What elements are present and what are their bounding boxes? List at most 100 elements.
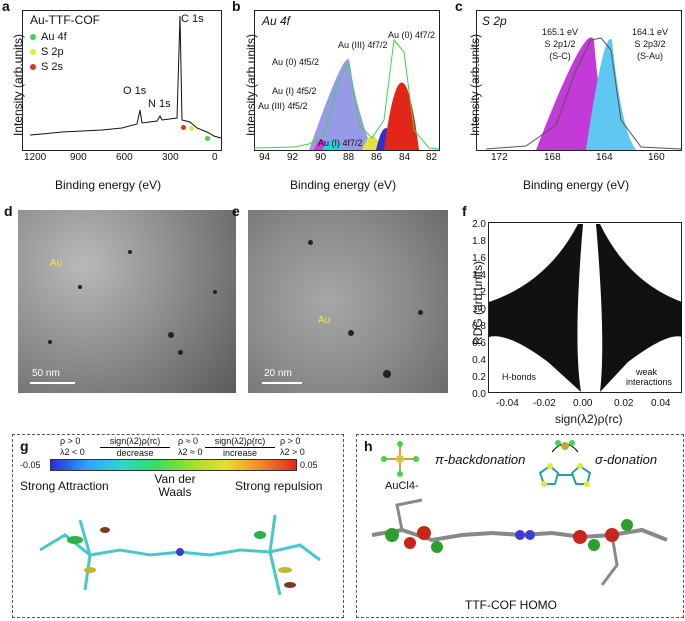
panel-g-vdw-1: Van der — [154, 472, 196, 486]
panel-f-xtick: -0.02 — [533, 398, 556, 409]
panel-d-scale-bar — [30, 382, 75, 384]
panel-f-ytick: 0.8 — [472, 321, 486, 332]
panel-g-arrow-right-top: sign(λ2)ρ(rc) — [214, 436, 266, 446]
panel-c-sc-orbital: S 2p1/2 — [544, 39, 576, 49]
panel-h-aucl4: AuCl4- — [385, 480, 419, 492]
panel-f-ytick: 0.6 — [472, 338, 486, 349]
panel-letter-f: f — [462, 203, 467, 219]
particle — [418, 310, 423, 315]
particle — [308, 240, 313, 245]
panel-b-label-au1-72: Au (I) 4f7/2 — [318, 138, 363, 148]
panel-a-xtick: 1200 — [24, 152, 47, 163]
panel-f-note-weak: weak — [636, 367, 658, 377]
panel-g-strong-attraction: Strong Attraction — [20, 479, 109, 493]
particle — [128, 250, 132, 254]
particle — [48, 340, 52, 344]
panel-f-xtick: 0.00 — [573, 398, 593, 409]
panel-e-tem-image — [248, 210, 448, 393]
panel-b-label-au0-52: Au (0) 4f5/2 — [272, 57, 320, 67]
panel-g-mid-cond-2: λ2 ≈ 0 — [178, 447, 203, 457]
panel-f-note-hbonds: H-bonds — [502, 372, 537, 382]
panel-e-scale-bar — [262, 382, 302, 384]
panel-a-xtick: 300 — [162, 152, 179, 163]
panel-f-note-interactions: interactions — [626, 377, 673, 387]
panel-a-peak-c1s: C 1s — [181, 13, 204, 25]
particle — [213, 290, 217, 294]
panel-a-peak-n1s: N 1s — [148, 98, 171, 110]
panel-f-ytick: 1.2 — [472, 287, 486, 298]
panel-c-xlabel: Binding energy (eV) — [523, 178, 630, 192]
panel-g-molecule-render — [39, 514, 321, 596]
aucl4-icon — [381, 441, 419, 477]
panel-b-label-au0-72: Au (0) 4f7/2 — [388, 30, 436, 40]
panel-b-xtick: 94 — [259, 152, 271, 163]
panel-b-xtick: 86 — [371, 152, 383, 163]
panel-b-plot — [254, 10, 440, 151]
panel-g-colorbar — [50, 459, 297, 471]
panel-g-left-cond-1: ρ > 0 — [60, 436, 81, 446]
panel-c-xtick: 160 — [648, 152, 665, 163]
panel-f-xtick: 0.02 — [614, 398, 634, 409]
particle — [168, 332, 174, 338]
panel-letter-g: g — [20, 438, 29, 454]
particle — [178, 350, 183, 355]
panel-c-inset-title: S 2p — [482, 14, 507, 28]
panel-f-ytick: 0.0 — [472, 389, 486, 400]
panel-a-xtick: 600 — [116, 152, 133, 163]
panel-letter-e: e — [232, 203, 240, 219]
panel-letter-a: a — [2, 0, 10, 14]
panel-g-cmax: 0.05 — [300, 460, 318, 470]
panel-f-ytick: 0.4 — [472, 355, 486, 366]
panel-b-xtick: 92 — [287, 152, 299, 163]
panel-letter-c: c — [455, 0, 463, 14]
panel-g-vdw-2: Waals — [158, 485, 192, 499]
panel-g-right-cond-1: ρ > 0 — [280, 436, 301, 446]
panel-c-sc-bond: (S-C) — [549, 51, 571, 61]
panel-e-au-label: Au — [318, 315, 331, 326]
panel-g-strong-repulsion: Strong repulsion — [235, 479, 323, 493]
panel-a-plot — [22, 10, 222, 151]
particle — [383, 370, 391, 378]
panel-h-frame — [356, 434, 684, 618]
panel-g-mid-cond-1: ρ ≈ 0 — [178, 436, 199, 446]
panel-c-xtick: 164 — [596, 152, 613, 163]
panel-f-xtick: -0.04 — [496, 398, 519, 409]
legend-item-au4f: Au 4f — [30, 30, 67, 45]
panel-g-cmin: -0.05 — [20, 460, 41, 470]
panel-g-arrow-left-top: sign(λ2)ρ(rc) — [109, 436, 161, 446]
panel-g-left-cond-2: λ2 < 0 — [60, 447, 85, 457]
particle — [348, 330, 354, 336]
marker-au4f — [205, 136, 210, 141]
panel-letter-d: d — [4, 203, 13, 219]
panel-h-pi-backdonation: π-backdonation — [435, 452, 526, 467]
panel-f-xlabel: sign(λ2)ρ(rc) — [555, 412, 623, 426]
panel-b-label-au1-52: Au (I) 4f5/2 — [272, 86, 317, 96]
panel-c-sau-bond: (S-Au) — [636, 51, 663, 61]
panel-g-arrow-right-bot: increase — [222, 448, 258, 458]
panel-d-scale-text: 50 nm — [32, 368, 60, 379]
panel-d-tem-image — [18, 210, 236, 393]
panel-d-au-label: Au — [50, 258, 63, 269]
ttf-unit-icon — [538, 440, 592, 487]
legend-item-s2s: S 2s — [30, 60, 67, 75]
panel-b-xlabel: Binding energy (eV) — [290, 178, 397, 192]
panel-c-sc-ev: 165.1 eV — [541, 27, 579, 37]
panel-f-ytick: 1.6 — [472, 253, 486, 264]
panel-a-xlabel: Binding energy (eV) — [55, 178, 162, 192]
panel-f-ytick: 0.2 — [472, 372, 486, 383]
panel-c-xtick: 172 — [491, 152, 508, 163]
panel-g-frame — [12, 434, 344, 618]
panel-c-sau-ev: 164.1 eV — [631, 27, 669, 37]
panel-b-inset-title: Au 4f — [262, 14, 291, 28]
panel-h-homo-render — [371, 498, 668, 586]
panel-a-inset-title: Au-TTF-COF — [30, 13, 100, 27]
panel-h-homo-caption: TTF-COF HOMO — [465, 598, 557, 612]
panel-c-sau-orbital: S 2p3/2 — [634, 39, 666, 49]
legend-item-s2p: S 2p — [30, 45, 67, 60]
panel-a-peak-o1s: O 1s — [123, 85, 147, 97]
panel-c-plot — [476, 10, 682, 151]
marker-s2s — [181, 125, 186, 130]
marker-s2p — [189, 126, 194, 131]
panel-b-label-au3-72: Au (III) 4f7/2 — [338, 40, 388, 50]
panel-g-right-cond-2: λ2 > 0 — [280, 447, 305, 457]
